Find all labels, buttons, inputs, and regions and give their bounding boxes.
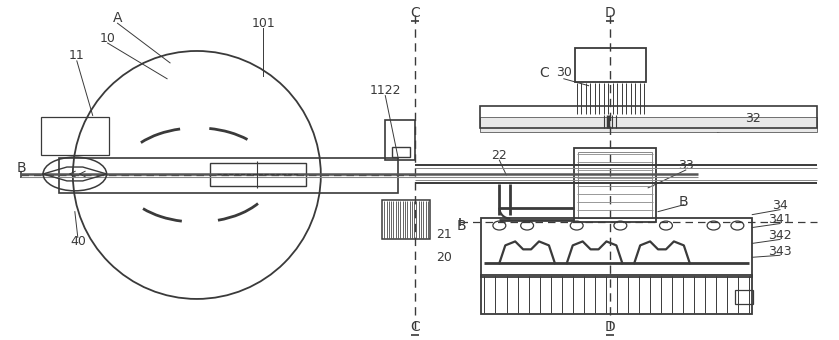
Bar [59, 158, 399, 193]
Text: C: C [410, 320, 420, 334]
Text: 342: 342 [769, 229, 792, 242]
Bar [575, 48, 646, 82]
Text: 101: 101 [252, 17, 275, 30]
Text: B: B [457, 219, 466, 233]
Text: 11: 11 [69, 49, 85, 63]
Text: 34: 34 [772, 199, 788, 212]
Text: 22: 22 [492, 149, 508, 162]
Bar [385, 120, 415, 160]
Bar [482, 218, 753, 277]
Bar [578, 152, 652, 218]
Text: A: A [112, 11, 122, 25]
Text: 343: 343 [769, 245, 792, 258]
Text: 341: 341 [769, 213, 792, 226]
Bar [574, 148, 656, 222]
Bar [210, 163, 306, 186]
Bar [392, 147, 410, 157]
Bar [480, 105, 816, 128]
Text: 10: 10 [100, 32, 116, 45]
Text: D: D [605, 320, 616, 334]
Bar [482, 275, 753, 314]
Bar [383, 200, 430, 239]
Bar [480, 117, 816, 132]
Text: C: C [539, 66, 549, 80]
Text: 33: 33 [678, 158, 694, 172]
Text: 40: 40 [70, 235, 86, 248]
Text: 1122: 1122 [369, 84, 401, 97]
Text: C: C [410, 6, 420, 20]
Bar [736, 290, 753, 304]
Text: 30: 30 [556, 66, 571, 79]
Text: 21: 21 [436, 228, 451, 241]
Text: 32: 32 [745, 112, 761, 125]
Text: D: D [605, 6, 616, 20]
Text: B: B [679, 195, 689, 209]
Text: B: B [17, 161, 26, 175]
Text: 20: 20 [436, 251, 451, 264]
Bar [41, 117, 108, 155]
